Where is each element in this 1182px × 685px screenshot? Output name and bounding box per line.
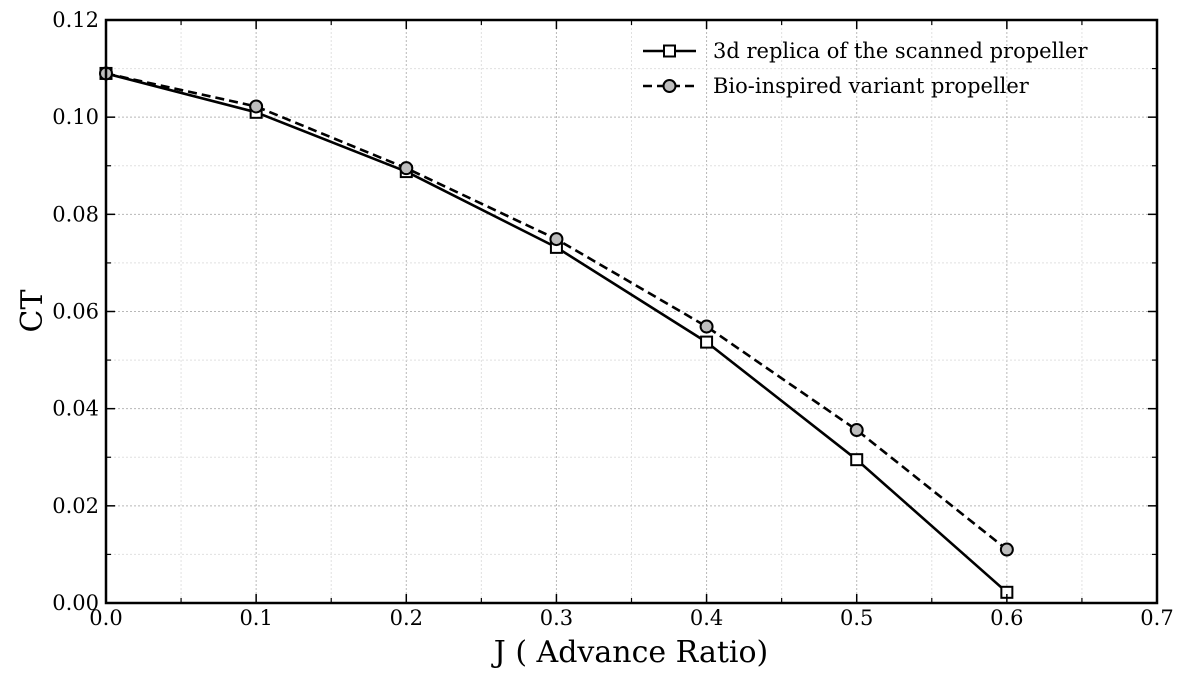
y-tick-label: 0.10: [52, 105, 99, 129]
grid: [106, 20, 1157, 603]
series-2: [99, 66, 1014, 557]
legend-entry: Bio-inspired variant propeller: [643, 74, 1030, 98]
x-tick-label: 0.3: [540, 606, 573, 630]
data-point: [399, 161, 414, 176]
x-tick-label: 0.2: [390, 606, 423, 630]
legend-marker: [662, 79, 677, 93]
y-tick-label: 0.06: [52, 300, 99, 324]
x-tick-label: 0.7: [1140, 606, 1173, 630]
data-point: [249, 99, 264, 114]
y-tick-label: 0.12: [52, 8, 99, 32]
data-point: [999, 542, 1014, 557]
tick-labels: 0.0 0.1 0.2 0.3 0.4 0.5 0.6 0.7 0.00 0.02 0.04 0.06…: [52, 8, 1173, 630]
y-tick-label: 0.04: [52, 397, 99, 421]
axes-frame: [104, 18, 1159, 605]
legend-marker: [663, 44, 676, 58]
data-point: [549, 232, 564, 247]
y-tick-label: 0.00: [52, 591, 99, 615]
x-tick-label: 0.6: [990, 606, 1023, 630]
x-tick-label: 0.1: [239, 606, 272, 630]
y-axis-title: CT: [15, 290, 50, 333]
y-tick-label: 0.08: [52, 202, 99, 226]
data-point: [699, 319, 714, 334]
x-tick-label: 0.4: [690, 606, 723, 630]
legend-label: 3d replica of the scanned propeller: [713, 39, 1088, 63]
x-tick-label: 0.0: [89, 606, 122, 630]
y-tick-label: 0.02: [52, 494, 99, 518]
x-axis-title: J ( Advance Ratio): [491, 635, 769, 670]
legend-entry: 3d replica of the scanned propeller: [643, 39, 1088, 63]
data-point: [849, 423, 864, 438]
plot-area-border: [104, 18, 1159, 605]
legend: 3d replica of the scanned propeller Bio-i…: [643, 39, 1088, 98]
x-tick-label: 0.5: [840, 606, 873, 630]
legend-label: Bio-inspired variant propeller: [713, 74, 1030, 98]
data-point: [700, 335, 714, 349]
data-point: [850, 453, 864, 467]
